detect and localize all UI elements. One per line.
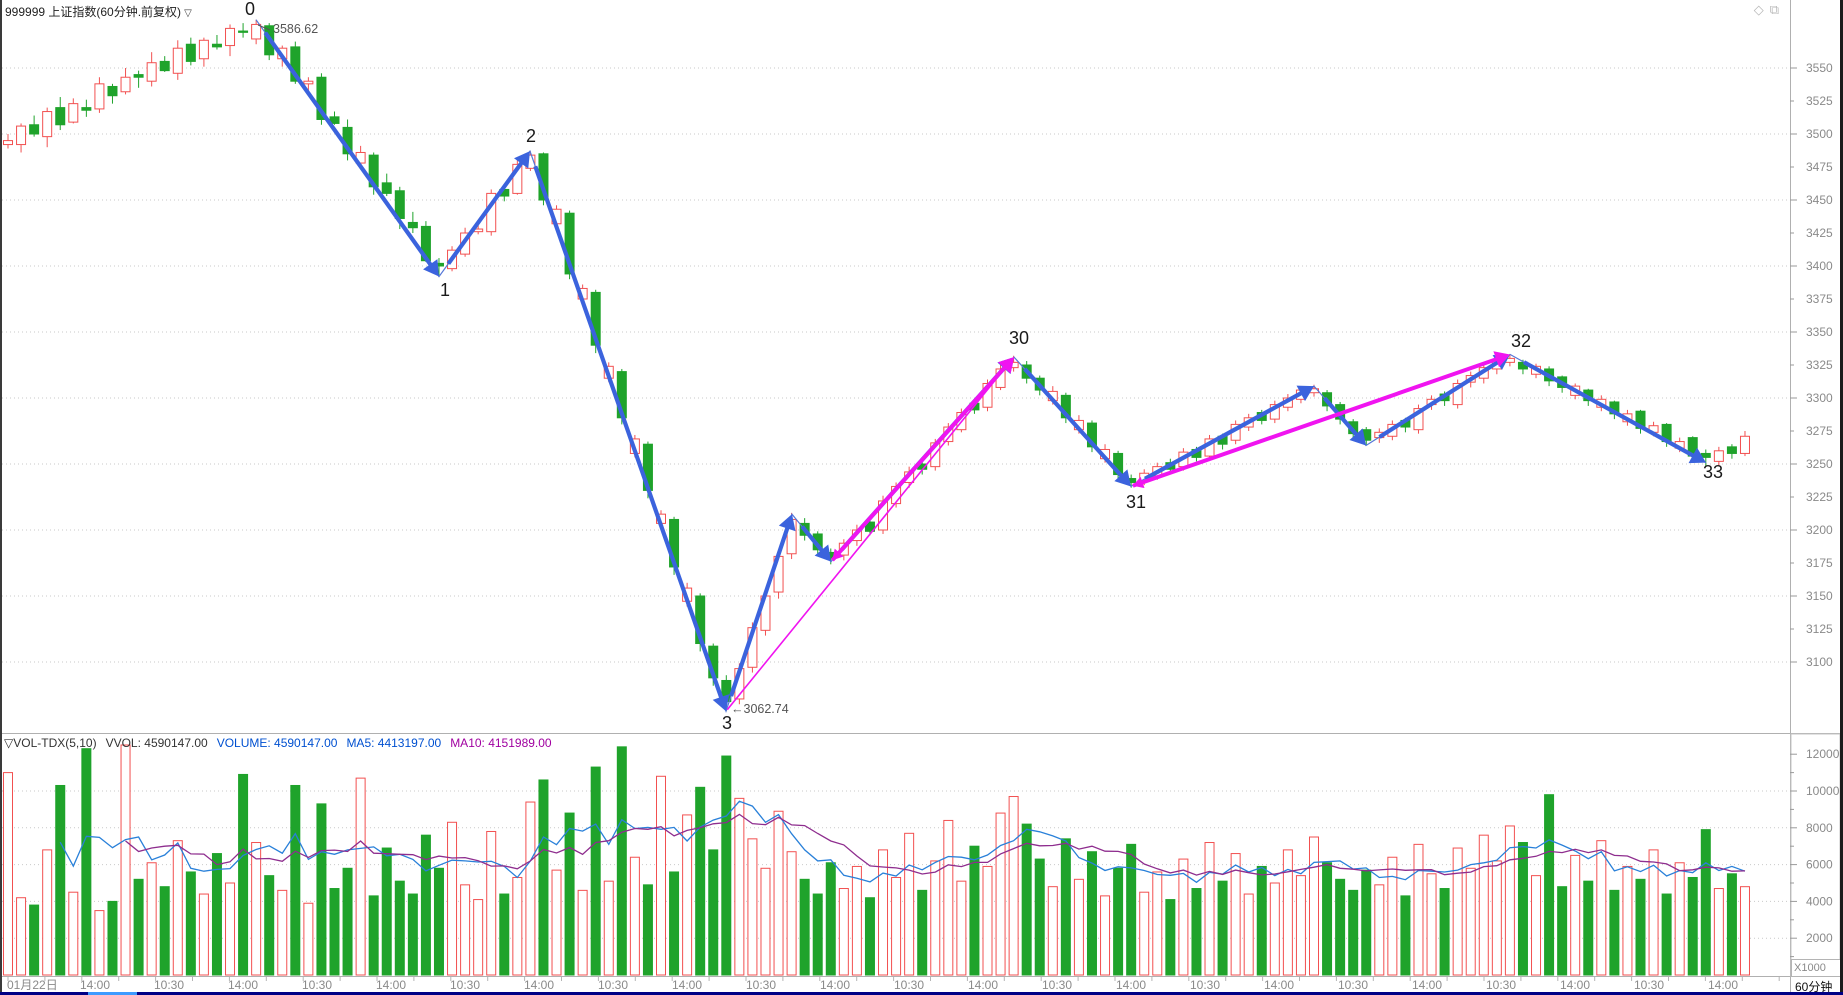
volume-value: VOLUME: 4590147.00: [216, 736, 338, 750]
svg-text:3400: 3400: [1806, 259, 1833, 273]
chart-title[interactable]: 999999 上证指数(60分钟.前复权) ▽: [5, 3, 192, 20]
thick-blue-arrows: [263, 31, 1706, 712]
svg-text:14:00: 14:00: [820, 978, 850, 992]
svg-text:31: 31: [1126, 492, 1146, 512]
chart-title-text: 999999 上证指数(60分钟.前复权): [5, 5, 182, 19]
svg-text:32: 32: [1511, 331, 1531, 351]
svg-text:3200: 3200: [1806, 523, 1833, 537]
zigzag-line: [255, 19, 1707, 714]
svg-text:0: 0: [245, 0, 255, 19]
period-label[interactable]: 60分钟: [1795, 980, 1833, 994]
svg-text:10:30: 10:30: [1042, 978, 1072, 992]
volume-bars: [3, 744, 1750, 976]
svg-text:14:00: 14:00: [376, 978, 406, 992]
svg-text:14:00: 14:00: [1708, 978, 1738, 992]
svg-text:14:00: 14:00: [1264, 978, 1294, 992]
svg-text:10:30: 10:30: [1486, 978, 1516, 992]
volume-ma10-line: [125, 813, 1746, 876]
indicator-name[interactable]: ▽VOL-TDX(5,10): [4, 736, 97, 750]
svg-text:3350: 3350: [1806, 325, 1833, 339]
svg-text:14:00: 14:00: [968, 978, 998, 992]
svg-text:01月22日: 01月22日: [7, 978, 58, 992]
svg-text:3375: 3375: [1806, 292, 1833, 306]
svg-text:1: 1: [440, 280, 450, 300]
svg-text:12000: 12000: [1806, 747, 1840, 761]
vvol-value: VVOL: 4590147.00: [105, 736, 208, 750]
magenta-arrows: [726, 351, 1510, 711]
svg-text:6000: 6000: [1806, 858, 1833, 872]
svg-text:14:00: 14:00: [228, 978, 258, 992]
price-callouts: 3586.62 ←3062.74: [257, 22, 789, 716]
svg-text:8000: 8000: [1806, 821, 1833, 835]
svg-text:30: 30: [1009, 328, 1029, 348]
svg-text:14:00: 14:00: [672, 978, 702, 992]
svg-text:14:00: 14:00: [1412, 978, 1442, 992]
svg-text:3100: 3100: [1806, 655, 1833, 669]
svg-text:2: 2: [526, 126, 536, 146]
bottom-scrollbar[interactable]: [0, 992, 1843, 995]
dropdown-icon[interactable]: ▽: [184, 8, 192, 19]
svg-text:14:00: 14:00: [80, 978, 110, 992]
svg-text:3425: 3425: [1806, 226, 1833, 240]
svg-text:3175: 3175: [1806, 556, 1833, 570]
svg-text:3225: 3225: [1806, 490, 1833, 504]
svg-text:4000: 4000: [1806, 894, 1833, 908]
svg-text:3500: 3500: [1806, 127, 1833, 141]
volume-ma5-line: [59, 800, 1746, 884]
volume-indicator-header: ▽VOL-TDX(5,10) VVOL: 4590147.00 VOLUME: 45…: [4, 736, 561, 750]
wave-number-labels: 0 1 2 3 30 31 32 33: [245, 0, 1723, 733]
svg-text:14:00: 14:00: [1560, 978, 1590, 992]
svg-text:10:30: 10:30: [450, 978, 480, 992]
price-axis: 3550 3525 3500 3475 3450 3425 3400 3375 3350 3325…: [1790, 61, 1833, 669]
svg-text:3586.62: 3586.62: [273, 22, 318, 36]
svg-text:10000: 10000: [1806, 784, 1840, 798]
svg-text:←3062.74: ←3062.74: [731, 702, 789, 716]
restore-icon[interactable]: ⧉: [1769, 2, 1785, 17]
svg-text:14:00: 14:00: [1116, 978, 1146, 992]
window-controls: ◇⧉: [1754, 2, 1785, 18]
time-axis: 01月22日 14:00 10:30 14:00 10:30 14:00 10:30 14:0…: [7, 977, 1780, 992]
svg-text:10:30: 10:30: [1338, 978, 1368, 992]
svg-text:3525: 3525: [1806, 94, 1833, 108]
right-frame-border: [1840, 0, 1843, 995]
svg-text:3125: 3125: [1806, 622, 1833, 636]
svg-text:33: 33: [1703, 462, 1723, 482]
svg-text:10:30: 10:30: [894, 978, 924, 992]
svg-text:3150: 3150: [1806, 589, 1833, 603]
svg-text:3450: 3450: [1806, 193, 1833, 207]
svg-text:10:30: 10:30: [746, 978, 776, 992]
left-frame-border: [0, 0, 2, 995]
svg-text:3300: 3300: [1806, 391, 1833, 405]
svg-text:10:30: 10:30: [154, 978, 184, 992]
ma10-value: MA10: 4151989.00: [450, 736, 552, 750]
svg-text:3275: 3275: [1806, 424, 1833, 438]
svg-text:3: 3: [722, 713, 732, 733]
svg-text:10:30: 10:30: [1190, 978, 1220, 992]
svg-text:2000: 2000: [1806, 931, 1833, 945]
scrollbar-thumb[interactable]: [88, 992, 137, 995]
volume-axis: 2000 4000 6000 8000 10000 12000: [1790, 747, 1840, 958]
svg-text:10:30: 10:30: [1634, 978, 1664, 992]
ma5-value: MA5: 4413197.00: [346, 736, 442, 750]
candles: [3, 19, 1750, 712]
svg-text:3550: 3550: [1806, 61, 1833, 75]
svg-text:3250: 3250: [1806, 457, 1833, 471]
svg-text:10:30: 10:30: [598, 978, 628, 992]
svg-text:14:00: 14:00: [524, 978, 554, 992]
svg-text:3325: 3325: [1806, 358, 1833, 372]
svg-text:10:30: 10:30: [302, 978, 332, 992]
svg-text:3475: 3475: [1806, 160, 1833, 174]
diamond-icon[interactable]: ◇: [1753, 2, 1770, 17]
volume-unit-label: X1000: [1791, 959, 1843, 977]
